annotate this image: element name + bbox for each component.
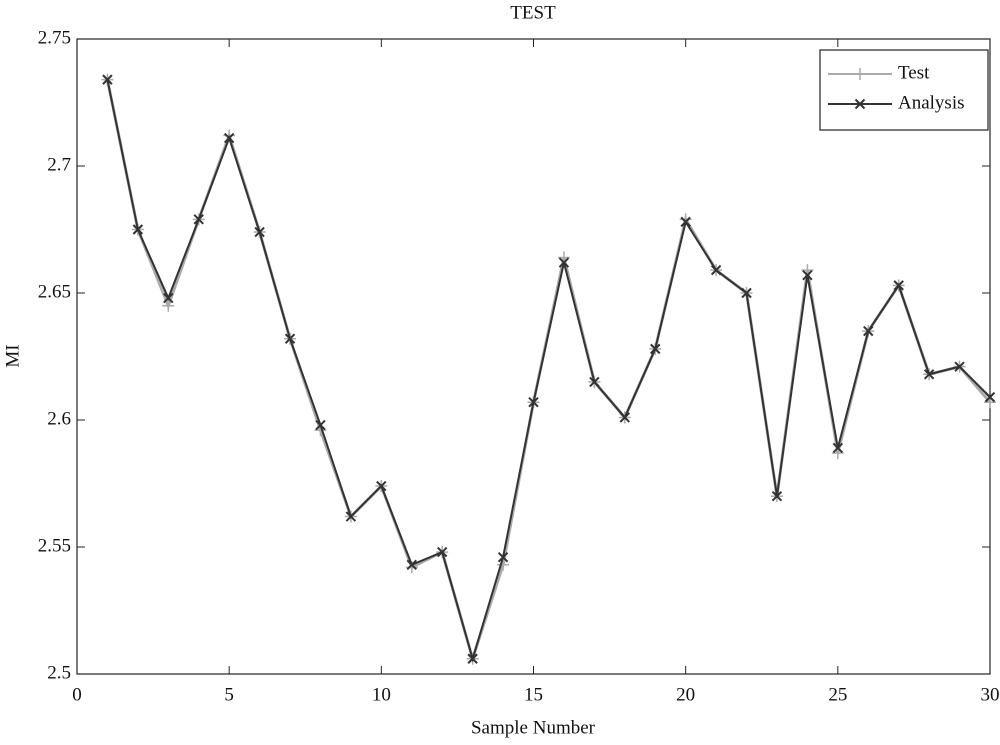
point-marker	[650, 343, 661, 355]
x-tick-label: 15	[524, 684, 543, 705]
point-marker	[436, 546, 448, 558]
x-axis-label: Sample Number	[471, 717, 596, 738]
point-marker	[893, 280, 904, 291]
y-axis-label: MI	[2, 344, 23, 367]
point-marker	[467, 653, 478, 664]
point-marker	[284, 333, 296, 344]
point-marker	[162, 299, 175, 312]
point-marker	[102, 74, 113, 85]
legend: Test Analysis	[819, 49, 989, 131]
legend-marker	[854, 68, 866, 80]
point-marker	[710, 264, 722, 276]
series-line	[106, 79, 991, 663]
legend-box	[819, 49, 989, 131]
point-marker	[406, 559, 417, 570]
point-marker	[315, 419, 326, 431]
plot-frame	[76, 38, 991, 675]
x-tick-label: 30	[981, 684, 1000, 705]
point-marker	[802, 270, 813, 281]
x-tick-label: 25	[828, 684, 847, 705]
y-tick-label: 2.6	[47, 408, 71, 429]
point-marker	[163, 292, 174, 304]
point-marker	[923, 369, 935, 380]
point-marker	[558, 257, 570, 268]
point-marker	[132, 224, 144, 235]
point-marker	[193, 214, 204, 225]
legend-label: Analysis	[898, 92, 965, 113]
point-marker	[771, 490, 783, 502]
point-marker	[954, 361, 965, 372]
y-tick-label: 2.7	[47, 154, 71, 175]
x-tick-label: 10	[372, 684, 391, 705]
legend-label: Test	[898, 62, 930, 83]
point-marker	[589, 376, 600, 388]
point-marker	[741, 287, 752, 299]
point-marker	[497, 551, 509, 563]
point-marker	[832, 442, 844, 454]
point-marker	[528, 397, 539, 408]
x-tick-label: 20	[676, 684, 695, 705]
x-tick-label: 5	[224, 684, 234, 705]
y-tick-label: 2.55	[38, 535, 71, 556]
point-marker	[863, 325, 874, 337]
legend-marker	[854, 98, 866, 110]
y-tick-label: 2.5	[47, 662, 71, 683]
y-tick-label: 2.75	[38, 27, 71, 48]
point-marker	[497, 558, 510, 571]
point-marker	[984, 391, 996, 403]
chart-title: TEST	[510, 2, 556, 23]
point-marker	[254, 226, 265, 238]
y-tick-label: 2.65	[38, 281, 71, 302]
point-marker	[376, 480, 387, 492]
point-marker	[223, 132, 235, 144]
x-tick-label: 0	[72, 684, 82, 705]
point-marker	[680, 216, 691, 228]
point-marker	[619, 412, 631, 423]
point-marker	[345, 511, 357, 522]
